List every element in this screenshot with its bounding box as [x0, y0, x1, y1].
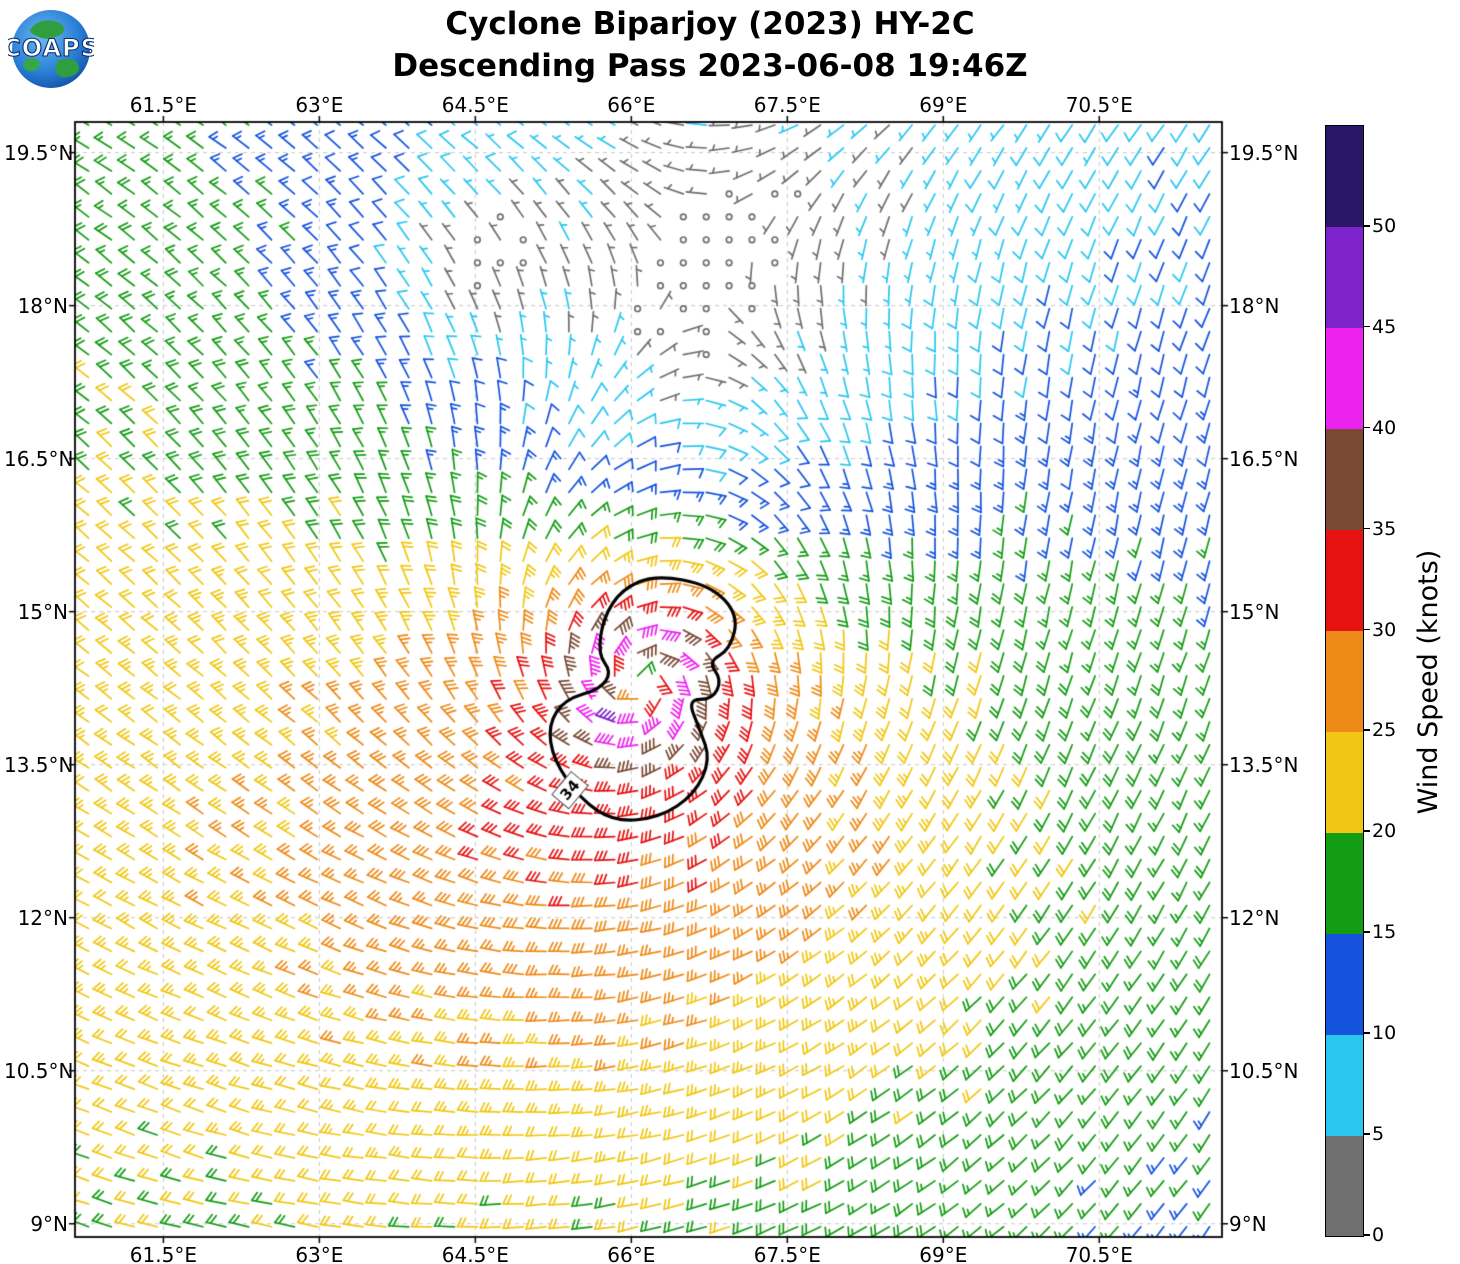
colorbar-tickmark [1364, 1032, 1370, 1034]
coaps-logo: COAPS [8, 10, 94, 88]
x-tick-label-top: 61.5°E [129, 93, 197, 117]
colorbar-segment [1326, 1135, 1363, 1237]
x-tick-label-top: 64.5°E [441, 93, 509, 117]
colorbar-tick-label: 0 [1372, 1224, 1385, 1246]
colorbar-segment [1326, 630, 1363, 732]
continent-shape [30, 20, 64, 39]
colorbar-segment [1326, 327, 1363, 430]
colorbar-tickmark [1364, 1133, 1370, 1135]
x-tick-label-bottom: 67.5°E [753, 1243, 821, 1264]
y-tick-label-left: 18°N [17, 293, 68, 318]
colorbar-tickmark [1364, 931, 1370, 933]
x-tick-label-bottom: 64.5°E [441, 1243, 509, 1264]
x-tick-label-top: 63°E [295, 93, 344, 117]
colorbar-tick-label: 45 [1372, 315, 1397, 338]
colorbar-tick-label: 50 [1372, 214, 1397, 237]
colorbar-tickmark [1364, 830, 1370, 832]
colorbar-segment [1326, 933, 1363, 1035]
x-tick-label-bottom: 70.5°E [1065, 1243, 1133, 1264]
y-tick-label-left: 10.5°N [4, 1058, 74, 1083]
chart-subtitle: Descending Pass 2023-06-08 19:46Z [392, 48, 1028, 84]
y-tick-label-left: 19.5°N [4, 140, 74, 165]
y-tick-label-left: 12°N [17, 905, 68, 930]
colorbar-tick-label: 25 [1372, 719, 1397, 742]
y-tick-label-left: 15°N [17, 599, 68, 624]
colorbar-tickmark [1364, 1234, 1370, 1236]
x-tick-label-bottom: 66°E [607, 1243, 656, 1264]
colorbar-tickmark [1364, 224, 1370, 227]
y-tick-label-right: 18°N [1229, 293, 1280, 318]
x-tick-label-top: 70.5°E [1065, 93, 1133, 117]
y-tick-label-left: 16.5°N [4, 446, 74, 471]
colorbar-label: Wind Speed (knots) [1413, 549, 1444, 815]
colorbar-segment [1326, 731, 1363, 833]
x-tick-label-bottom: 63°E [295, 1243, 344, 1264]
y-tick-label-left: 9°N [30, 1211, 68, 1236]
colorbar-tickmark [1364, 628, 1370, 631]
colorbar-tickmark [1364, 527, 1370, 530]
colorbar-tick-label: 15 [1372, 921, 1397, 944]
y-tick-label-right: 16.5°N [1229, 446, 1299, 471]
colorbar-segment [1326, 226, 1363, 329]
x-tick-label-top: 66°E [607, 93, 656, 117]
colorbar-tick-label: 30 [1372, 618, 1397, 641]
logo-text: COAPS [8, 34, 94, 62]
x-tick-label-bottom: 61.5°E [129, 1243, 197, 1264]
continent-shape [55, 58, 80, 78]
colorbar-segment [1326, 428, 1363, 531]
colorbar [1325, 125, 1364, 1237]
colorbar-segment [1326, 1034, 1363, 1136]
colorbar-tick-label: 10 [1372, 1022, 1397, 1045]
y-tick-label-right: 19.5°N [1229, 140, 1299, 165]
colorbar-segment [1326, 126, 1363, 228]
x-tick-label-bottom: 69°E [919, 1243, 968, 1264]
y-tick-label-right: 13.5°N [1229, 752, 1299, 777]
colorbar-tickmark [1364, 729, 1370, 732]
colorbar-tick-label: 35 [1372, 517, 1397, 540]
y-tick-label-right: 12°N [1229, 905, 1280, 930]
colorbar-tickmark [1364, 325, 1370, 328]
chart-title: Cyclone Biparjoy (2023) HY-2C [445, 6, 975, 42]
colorbar-tickmark [1364, 426, 1370, 429]
colorbar-tick-label: 40 [1372, 416, 1397, 439]
colorbar-segment [1326, 529, 1363, 632]
x-tick-label-top: 69°E [919, 93, 968, 117]
colorbar-segment [1326, 832, 1363, 934]
colorbar-tick-label: 5 [1372, 1123, 1385, 1146]
y-tick-label-left: 13.5°N [4, 752, 74, 777]
x-tick-label-top: 67.5°E [753, 93, 821, 117]
continent-shape [23, 58, 40, 72]
colorbar-tick-label: 20 [1372, 820, 1397, 843]
y-tick-label-right: 15°N [1229, 599, 1280, 624]
y-tick-label-right: 9°N [1229, 1211, 1267, 1236]
y-tick-label-right: 10.5°N [1229, 1058, 1299, 1083]
